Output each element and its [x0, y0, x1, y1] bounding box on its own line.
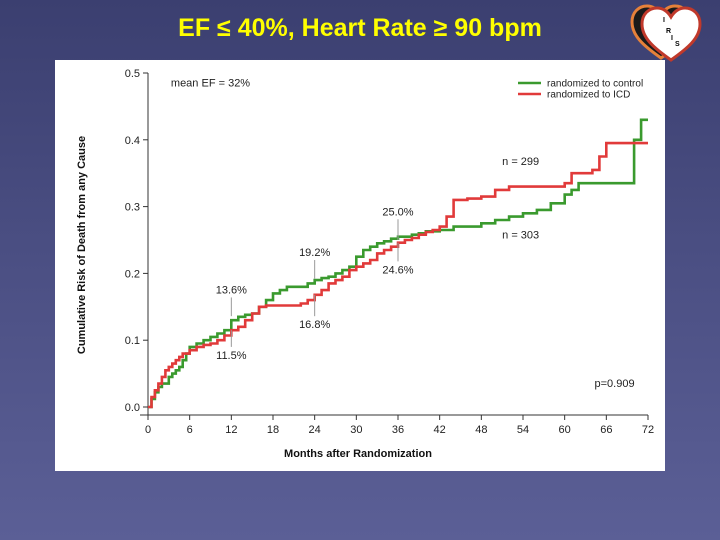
x-tick-label: 60 — [559, 424, 571, 436]
series-line-control — [148, 118, 648, 409]
y-axis-title: Cumulative Risk of Death from any Cause — [76, 136, 88, 354]
x-tick-label: 36 — [392, 424, 404, 436]
y-tick-label: 0.3 — [125, 202, 140, 214]
annotation-label: 19.2% — [299, 247, 330, 259]
slide-title: EF ≤ 40%, Heart Rate ≥ 90 bpm — [178, 14, 542, 42]
annotation-layer: mean EF = 32% n = 299 n = 303 p=0.909 13.6% 1… — [171, 77, 635, 390]
annotation-label: 13.6% — [216, 284, 247, 296]
y-tick-label: 0.1 — [125, 335, 140, 347]
x-tick-label: 48 — [475, 424, 487, 436]
y-tick-label: 0.5 — [125, 68, 140, 80]
logo-letter: S — [675, 41, 680, 48]
annotation-label: 25.0% — [382, 206, 413, 218]
annotation-label: p=0.909 — [595, 378, 635, 390]
legend-label: randomized to ICD — [547, 90, 630, 101]
logo-letter: I — [671, 35, 673, 42]
x-tick-label: 24 — [309, 424, 321, 436]
x-tick-label: 12 — [225, 424, 237, 436]
axes: 0.0 0.1 0.2 0.3 0.4 0.5 0 6 12 18 24 30 36 42 48 54 60 66… — [76, 68, 654, 460]
series-line-icd — [148, 141, 648, 409]
logo-letter: R — [666, 28, 671, 35]
series-layer — [148, 118, 648, 409]
annotation-label: mean EF = 32% — [171, 77, 250, 89]
heart-icon — [640, 6, 702, 62]
y-tick-label: 0.0 — [125, 402, 140, 414]
x-tick-label: 6 — [187, 424, 193, 436]
y-tick-label: 0.4 — [125, 135, 140, 147]
x-tick-label: 42 — [434, 424, 446, 436]
y-tick-label: 0.2 — [125, 268, 140, 280]
x-tick-label: 0 — [145, 424, 151, 436]
x-tick-label: 54 — [517, 424, 529, 436]
annotation-label: 11.5% — [216, 350, 247, 362]
iris-logo: I R I S — [630, 4, 702, 62]
x-tick-label: 72 — [642, 424, 654, 436]
km-chart: 0.0 0.1 0.2 0.3 0.4 0.5 0 6 12 18 24 30 36 42 48 54 60 66… — [76, 68, 654, 460]
legend-label: randomized to control — [547, 79, 643, 90]
x-axis-title: Months after Randomization — [284, 448, 432, 460]
logo-letter: I — [663, 17, 665, 24]
annotation-label: 16.8% — [299, 319, 330, 331]
chart-panel: 0.0 0.1 0.2 0.3 0.4 0.5 0 6 12 18 24 30 36 42 48 54 60 66… — [55, 60, 665, 471]
annotation-label: n = 303 — [502, 230, 539, 242]
annotation-label: n = 299 — [502, 156, 539, 168]
annotation-label: 24.6% — [382, 264, 413, 276]
x-tick-label: 66 — [600, 424, 612, 436]
x-tick-label: 30 — [350, 424, 362, 436]
x-tick-label: 18 — [267, 424, 279, 436]
